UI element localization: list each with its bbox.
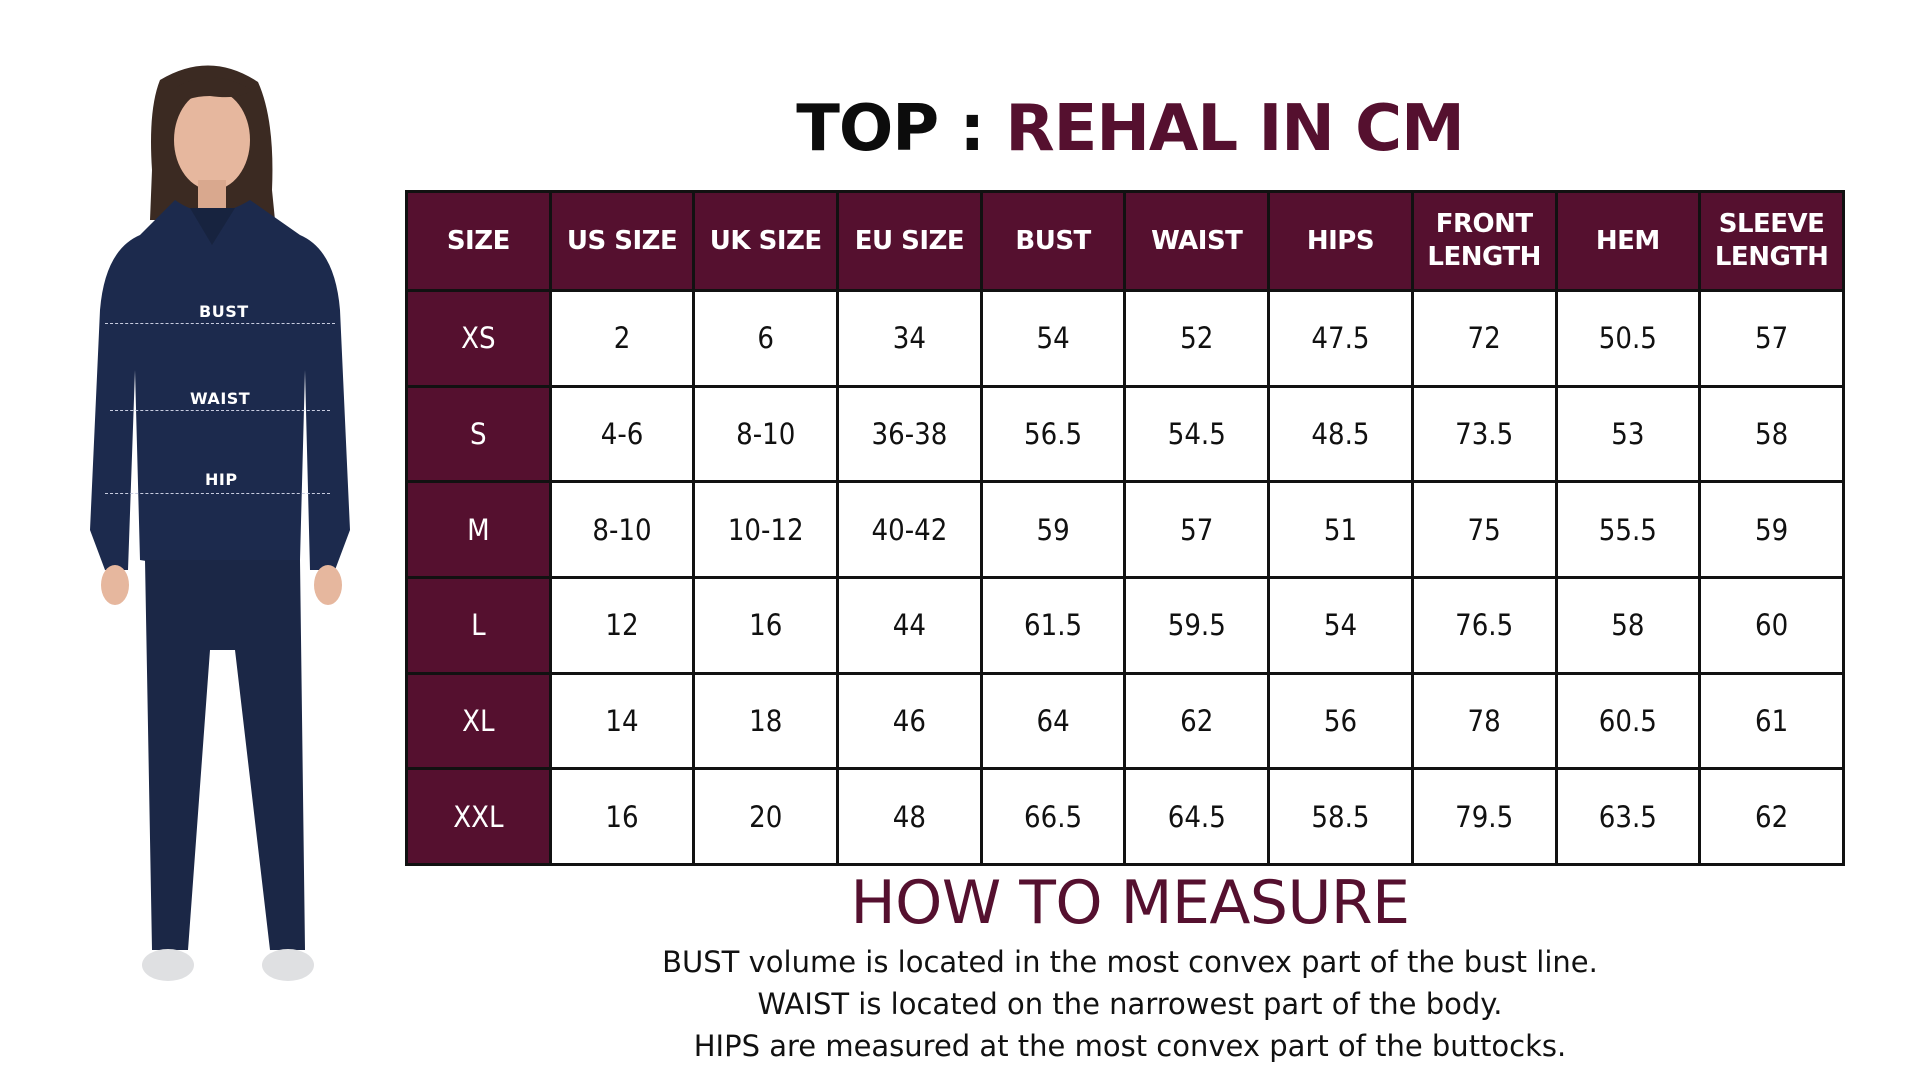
measurement-cell: 58.5	[1267, 767, 1414, 866]
table-row: M 8-10 10-12 40-42 59 57 51 75 55.5 59	[405, 480, 1845, 579]
measurement-cell: 4-6	[548, 384, 696, 484]
measurement-cell: 54.5	[1123, 384, 1271, 484]
measurement-cell: 59	[979, 480, 1127, 579]
header-bust: BUST	[979, 190, 1127, 292]
size-cell: L	[405, 575, 552, 675]
measurement-cell: 79.5	[1410, 767, 1558, 866]
size-cell: XXL	[405, 767, 552, 866]
header-us-size: US SIZE	[548, 190, 696, 292]
measurement-cell: 61	[1698, 671, 1845, 771]
header-row: SIZE US SIZE UK SIZE EU SIZE BUST WAIST …	[405, 190, 1845, 292]
measurement-cell: 53	[1554, 384, 1702, 484]
measurement-cell: 8-10	[548, 480, 696, 579]
measurement-cell: 75	[1410, 480, 1558, 579]
measurement-cell: 48.5	[1267, 384, 1414, 484]
size-chart-table: SIZE US SIZE UK SIZE EU SIZE BUST WAIST …	[405, 190, 1845, 866]
table-row: S 4-6 8-10 36-38 56.5 54.5 48.5 73.5 53 58	[405, 384, 1845, 484]
model-figure: BUST WAIST HIP	[60, 50, 370, 1010]
measurement-cell: 72	[1410, 289, 1558, 388]
header-front-length: FRONT LENGTH	[1410, 190, 1558, 292]
size-cell: XS	[405, 289, 552, 388]
size-cell: S	[405, 384, 552, 484]
how-to-measure-title: HOW TO MEASURE	[850, 868, 1410, 938]
measurement-cell: 76.5	[1410, 575, 1558, 675]
measurement-cell: 60	[1698, 575, 1845, 675]
header-eu-size: EU SIZE	[836, 190, 983, 292]
measurement-cell: 55.5	[1554, 480, 1702, 579]
hip-line	[105, 493, 330, 494]
measurement-cell: 59	[1698, 480, 1845, 579]
measurement-cell: 2	[548, 289, 696, 388]
bust-line	[105, 323, 335, 324]
header-hem: HEM	[1554, 190, 1702, 292]
table-body: XS 2 6 34 54 52 47.5 72 50.5 57 S 4-6 8-10 36-38 56.5 5…	[405, 289, 1845, 866]
measurement-cell: 6	[692, 289, 840, 388]
measurement-cell: 60.5	[1554, 671, 1702, 771]
measurement-cell: 58	[1554, 575, 1702, 675]
measurement-cell: 57	[1698, 289, 1845, 388]
table-row: L 12 16 44 61.5 59.5 54 76.5 58 60	[405, 575, 1845, 675]
measurement-cell: 61.5	[979, 575, 1127, 675]
header-sleeve-length: SLEEVE LENGTH	[1698, 190, 1845, 292]
measurement-cell: 48	[836, 767, 983, 866]
measurement-cell: 62	[1698, 767, 1845, 866]
table-row: XXL 16 20 48 66.5 64.5 58.5 79.5 63.5 62	[405, 767, 1845, 866]
header-uk-size: UK SIZE	[692, 190, 840, 292]
measurement-cell: 46	[836, 671, 983, 771]
measurement-cell: 8-10	[692, 384, 840, 484]
waist-line	[110, 410, 330, 411]
measurement-cell: 73.5	[1410, 384, 1558, 484]
measurement-cell: 51	[1267, 480, 1414, 579]
measurement-cell: 58	[1698, 384, 1845, 484]
measure-note-waist: WAIST is located on the narrowest part o…	[757, 987, 1503, 1021]
header-size: SIZE	[405, 190, 552, 292]
measurement-cell: 54	[979, 289, 1127, 388]
measurement-cell: 47.5	[1267, 289, 1414, 388]
measurement-cell: 10-12	[692, 480, 840, 579]
header-waist: WAIST	[1123, 190, 1271, 292]
measurement-cell: 52	[1123, 289, 1271, 388]
measurement-cell: 34	[836, 289, 983, 388]
measurement-cell: 63.5	[1554, 767, 1702, 866]
measurement-cell: 12	[548, 575, 696, 675]
measurement-cell: 54	[1267, 575, 1414, 675]
size-cell: M	[405, 480, 552, 579]
measurement-cell: 44	[836, 575, 983, 675]
measurement-cell: 64	[979, 671, 1127, 771]
hip-label: HIP	[205, 470, 238, 489]
table-row: XL 14 18 46 64 62 56 78 60.5 61	[405, 671, 1845, 771]
measurement-cell: 18	[692, 671, 840, 771]
measurement-cell: 50.5	[1554, 289, 1702, 388]
measurement-cell: 56.5	[979, 384, 1127, 484]
measure-note-hips: HIPS are measured at the most convex par…	[693, 1029, 1567, 1063]
measurement-cell: 16	[548, 767, 696, 866]
measurement-cell: 14	[548, 671, 696, 771]
measure-note-bust: BUST volume is located in the most conve…	[662, 945, 1598, 979]
measurement-cell: 66.5	[979, 767, 1127, 866]
header-hips: HIPS	[1267, 190, 1414, 292]
measurement-cell: 56	[1267, 671, 1414, 771]
measurement-cell: 40-42	[836, 480, 983, 579]
measurement-cell: 78	[1410, 671, 1558, 771]
waist-label: WAIST	[190, 389, 251, 408]
measurement-cell: 36-38	[836, 384, 983, 484]
measurement-cell: 59.5	[1123, 575, 1271, 675]
measurement-cell: 57	[1123, 480, 1271, 579]
bust-label: BUST	[199, 302, 249, 321]
measurement-cell: 20	[692, 767, 840, 866]
size-cell: XL	[405, 671, 552, 771]
page-title: TOP : REHAL IN CM	[400, 92, 1860, 166]
title-accent: REHAL IN CM	[1005, 92, 1464, 166]
table-row: XS 2 6 34 54 52 47.5 72 50.5 57	[405, 289, 1845, 388]
model-illustration	[90, 65, 350, 981]
measurement-cell: 64.5	[1123, 767, 1271, 866]
title-prefix: TOP :	[796, 92, 985, 166]
measurement-cell: 62	[1123, 671, 1271, 771]
measurement-cell: 16	[692, 575, 840, 675]
